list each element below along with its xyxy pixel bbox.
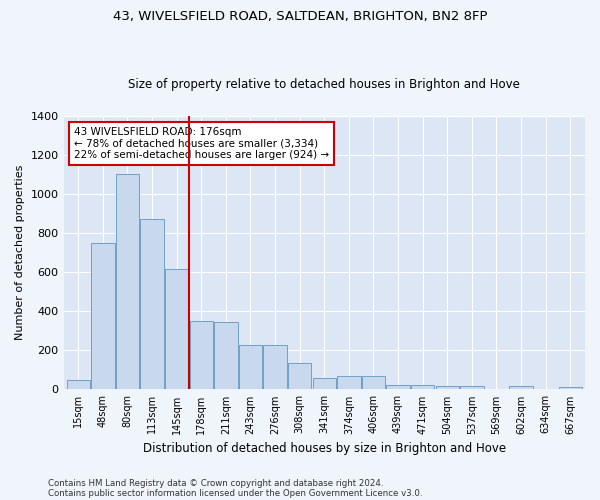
- Bar: [91, 243, 115, 390]
- Bar: [67, 380, 90, 390]
- Bar: [140, 220, 164, 390]
- Text: 43 WIVELSFIELD ROAD: 176sqm
← 78% of detached houses are smaller (3,334)
22% of : 43 WIVELSFIELD ROAD: 176sqm ← 78% of det…: [74, 126, 329, 160]
- Bar: [263, 346, 287, 390]
- Title: Size of property relative to detached houses in Brighton and Hove: Size of property relative to detached ho…: [128, 78, 520, 91]
- Text: Contains public sector information licensed under the Open Government Licence v3: Contains public sector information licen…: [48, 488, 422, 498]
- Bar: [559, 388, 582, 390]
- Bar: [436, 386, 459, 390]
- Bar: [337, 376, 361, 390]
- Bar: [362, 376, 385, 390]
- X-axis label: Distribution of detached houses by size in Brighton and Hove: Distribution of detached houses by size …: [143, 442, 506, 455]
- Bar: [386, 384, 410, 390]
- Text: Contains HM Land Registry data © Crown copyright and database right 2024.: Contains HM Land Registry data © Crown c…: [48, 478, 383, 488]
- Bar: [313, 378, 336, 390]
- Bar: [509, 386, 533, 390]
- Text: 43, WIVELSFIELD ROAD, SALTDEAN, BRIGHTON, BN2 8FP: 43, WIVELSFIELD ROAD, SALTDEAN, BRIGHTON…: [113, 10, 487, 23]
- Bar: [165, 269, 188, 390]
- Bar: [288, 363, 311, 390]
- Y-axis label: Number of detached properties: Number of detached properties: [15, 165, 25, 340]
- Bar: [411, 384, 434, 390]
- Bar: [214, 322, 238, 390]
- Bar: [460, 386, 484, 390]
- Bar: [116, 174, 139, 390]
- Bar: [239, 346, 262, 390]
- Bar: [190, 321, 213, 390]
